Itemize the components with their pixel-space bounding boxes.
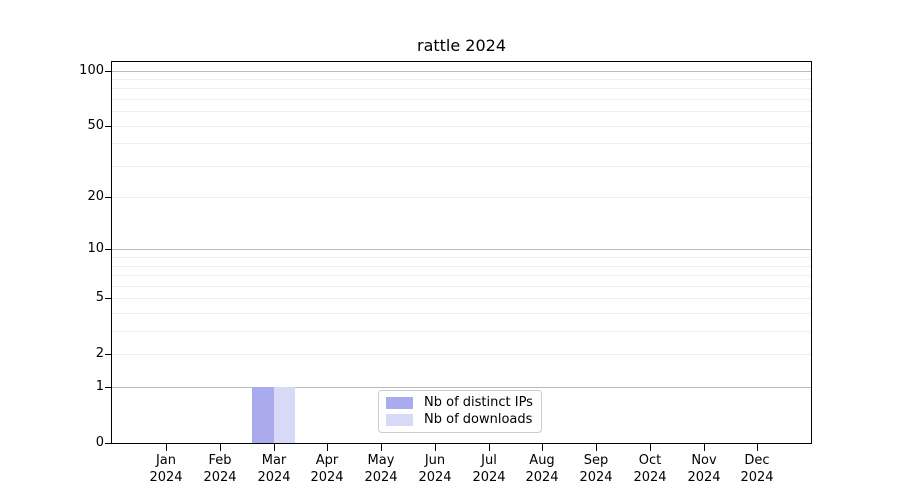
x-tick-label: Mar 2024 — [257, 453, 291, 485]
x-tick-mark — [542, 444, 543, 451]
minor-gridline — [112, 313, 811, 314]
minor-gridline — [112, 298, 811, 299]
x-tick-label: May 2024 — [364, 453, 398, 485]
x-tick-mark — [757, 444, 758, 451]
x-tick-label: Oct 2024 — [633, 453, 667, 485]
minor-gridline — [112, 79, 811, 80]
y-tick-label: 20 — [87, 189, 104, 204]
minor-gridline — [112, 286, 811, 287]
x-tick-mark — [274, 444, 275, 451]
minor-gridline — [112, 111, 811, 112]
x-tick-label: Dec 2024 — [740, 453, 774, 485]
minor-gridline — [112, 197, 811, 198]
y-tick-mark — [105, 443, 112, 444]
y-tick-label: 1 — [95, 379, 104, 394]
y-tick-mark — [105, 249, 112, 250]
x-tick-mark — [650, 444, 651, 451]
minor-gridline — [112, 257, 811, 258]
minor-gridline — [112, 354, 811, 355]
minor-gridline — [112, 331, 811, 332]
legend-swatch — [386, 413, 413, 426]
legend-entry: Nb of downloads — [386, 412, 534, 428]
legend-entry: Nb of distinct IPs — [386, 395, 534, 411]
x-tick-mark — [489, 444, 490, 451]
bar-distinct-ips — [252, 387, 274, 443]
x-tick-label: Jan 2024 — [149, 453, 183, 485]
y-tick-label: 10 — [87, 241, 104, 256]
x-tick-label: Jul 2024 — [472, 453, 506, 485]
y-tick-mark — [105, 354, 112, 355]
chart-title: rattle 2024 — [416, 36, 507, 55]
legend: Nb of distinct IPs Nb of downloads — [378, 390, 542, 433]
x-tick-mark — [704, 444, 705, 451]
x-tick-mark — [220, 444, 221, 451]
major-gridline — [112, 387, 811, 388]
y-tick-mark — [105, 387, 112, 388]
minor-gridline — [112, 275, 811, 276]
x-tick-label: Apr 2024 — [310, 453, 344, 485]
x-tick-label: Aug 2024 — [525, 453, 559, 485]
x-tick-mark — [596, 444, 597, 451]
x-tick-label: Nov 2024 — [687, 453, 721, 485]
y-tick-mark — [105, 298, 112, 299]
minor-gridline — [112, 99, 811, 100]
legend-label: Nb of downloads — [424, 411, 533, 427]
x-tick-mark — [327, 444, 328, 451]
y-tick-mark — [105, 71, 112, 72]
y-tick-label: 2 — [95, 346, 104, 361]
y-tick-label: 100 — [79, 63, 104, 78]
x-tick-label: Sep 2024 — [579, 453, 613, 485]
y-tick-mark — [105, 197, 112, 198]
y-tick-label: 0 — [95, 435, 104, 450]
major-gridline — [112, 71, 811, 72]
minor-gridline — [112, 126, 811, 127]
x-tick-label: Jun 2024 — [418, 453, 452, 485]
x-tick-mark — [166, 444, 167, 451]
y-tick-mark — [105, 126, 112, 127]
minor-gridline — [112, 166, 811, 167]
y-tick-label: 50 — [87, 118, 104, 133]
minor-gridline — [112, 88, 811, 89]
bar-downloads — [273, 387, 296, 443]
x-tick-mark — [435, 444, 436, 451]
x-tick-label: Feb 2024 — [203, 453, 237, 485]
x-tick-mark — [381, 444, 382, 451]
minor-gridline — [112, 143, 811, 144]
major-gridline — [112, 249, 811, 250]
minor-gridline — [112, 266, 811, 267]
y-tick-label: 5 — [95, 290, 104, 305]
legend-swatch — [386, 397, 413, 410]
legend-label: Nb of distinct IPs — [424, 395, 533, 411]
